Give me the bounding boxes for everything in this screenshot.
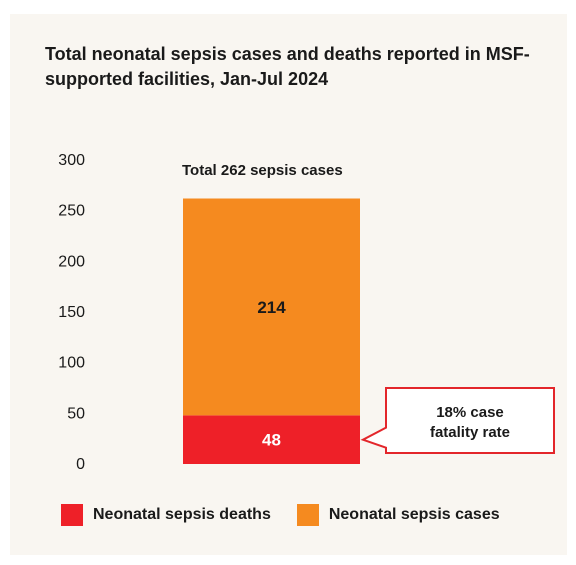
legend-item-cases: Neonatal sepsis cases	[296, 504, 500, 526]
legend: Neonatal sepsis deaths Neonatal sepsis c…	[61, 504, 526, 526]
y-tick-label: 100	[58, 355, 85, 372]
fatality-callout: 18% case fatality rate	[360, 387, 555, 454]
legend-swatch-deaths	[61, 504, 83, 526]
callout-line-2: fatality rate	[430, 424, 510, 441]
y-tick-label: 0	[76, 456, 85, 473]
callout-box	[360, 387, 555, 454]
y-axis: 0 50 100 150 200 250 300	[58, 152, 85, 473]
chart-card: Total neonatal sepsis cases and deaths r…	[10, 14, 567, 555]
bar-stack: 48 214	[183, 198, 360, 464]
legend-item-deaths: Neonatal sepsis deaths	[61, 504, 271, 526]
y-tick-label: 150	[58, 304, 85, 321]
y-tick-label: 50	[67, 405, 85, 422]
legend-label-cases: Neonatal sepsis cases	[328, 506, 500, 523]
y-tick-label: 200	[58, 253, 85, 270]
y-tick-label: 300	[58, 152, 85, 169]
chart-plot: 0 50 100 150 200 250 300 Total 262 sepsis case…	[58, 152, 555, 473]
y-tick-label: 250	[58, 203, 85, 220]
bar-segment-deaths	[183, 415, 360, 464]
bar-segment-cases	[183, 198, 360, 416]
chart-title: Total neonatal sepsis cases and deaths r…	[45, 44, 530, 89]
legend-label-deaths: Neonatal sepsis deaths	[93, 506, 271, 523]
callout-line-1: 18% case	[436, 404, 504, 421]
legend-swatch-cases	[296, 504, 319, 526]
total-label: Total 262 sepsis cases	[182, 162, 343, 179]
bar-segment-deaths-label: 48	[262, 431, 281, 450]
bar-segment-cases-label: 214	[257, 298, 286, 317]
